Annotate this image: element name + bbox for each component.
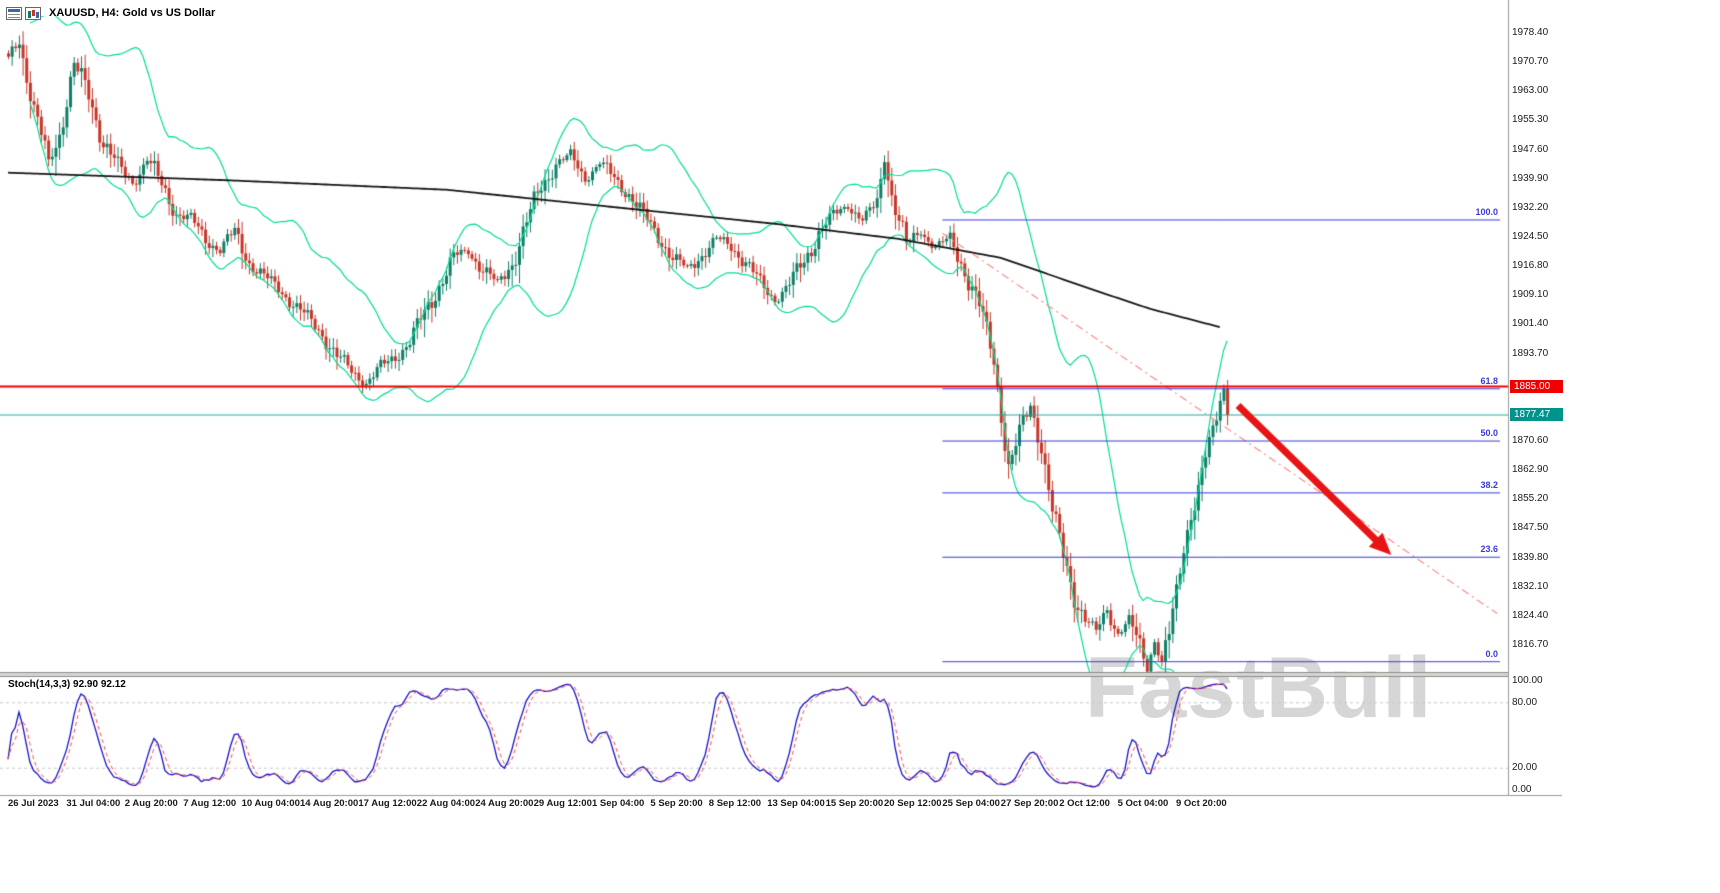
time-tick-label: 5 Oct 04:00 bbox=[1117, 798, 1169, 809]
chart-title-bar: XAUUSD, H4: Gold vs US Dollar bbox=[6, 5, 215, 21]
price-badge-current: 1877.47 bbox=[1510, 408, 1563, 422]
time-tick-label: 31 Jul 04:00 bbox=[66, 798, 121, 809]
time-tick-label: 7 Aug 12:00 bbox=[183, 798, 237, 809]
price-tick-label: 1963.00 bbox=[1512, 85, 1549, 97]
price-tick-label: 1824.40 bbox=[1512, 609, 1549, 621]
time-tick-label: 24 Aug 20:00 bbox=[475, 798, 534, 809]
price-tick-label: 1978.40 bbox=[1512, 27, 1549, 38]
time-tick-label: 20 Sep 12:00 bbox=[884, 798, 942, 809]
price-tick-label: 1924.50 bbox=[1512, 231, 1549, 242]
price-tick-label: 1916.80 bbox=[1512, 260, 1549, 272]
time-tick-label: 8 Sep 12:00 bbox=[708, 798, 762, 809]
stoch-tick-label: 0.00 bbox=[1512, 784, 1532, 795]
time-tick-label: 2 Oct 12:00 bbox=[1059, 798, 1110, 809]
price-tick-label: 1909.10 bbox=[1512, 289, 1549, 301]
time-tick-label: 2 Aug 20:00 bbox=[124, 798, 178, 809]
price-tick-label: 1839.80 bbox=[1512, 551, 1549, 563]
price-tick-label: 1970.70 bbox=[1512, 56, 1549, 68]
stoch-tick-label: 100.00 bbox=[1512, 675, 1543, 686]
fib-level-label: 100.0 bbox=[1475, 206, 1498, 217]
fib-level-label: 61.8 bbox=[1480, 375, 1498, 386]
time-tick-label: 29 Aug 12:00 bbox=[533, 798, 592, 809]
price-tick-label: 1855.20 bbox=[1512, 493, 1549, 505]
time-tick-label: 17 Aug 12:00 bbox=[358, 798, 417, 809]
price-tick-label: 1816.70 bbox=[1512, 639, 1549, 651]
stoch-tick-label: 80.00 bbox=[1512, 696, 1538, 708]
price-tick-label: 1893.70 bbox=[1512, 347, 1549, 359]
chart-title: XAUUSD, H4: Gold vs US Dollar bbox=[49, 7, 216, 19]
time-tick-label: 13 Sep 04:00 bbox=[767, 798, 825, 809]
time-tick-label: 27 Sep 20:00 bbox=[1000, 798, 1059, 809]
time-tick-label: 22 Aug 04:00 bbox=[416, 798, 476, 809]
price-tick-label: 1870.60 bbox=[1512, 435, 1549, 447]
price-tick-label: 1947.60 bbox=[1512, 143, 1549, 155]
price-tick-label: 1862.90 bbox=[1512, 464, 1549, 476]
price-tick-label: 1901.40 bbox=[1512, 318, 1549, 330]
price-tick-label: 1932.20 bbox=[1512, 201, 1549, 213]
price-tick-label: 1847.50 bbox=[1512, 522, 1549, 534]
time-tick-label: 26 Jul 2023 bbox=[8, 798, 59, 809]
time-tick-label: 14 Aug 20:00 bbox=[300, 798, 359, 809]
price-tick-label: 1939.90 bbox=[1512, 172, 1549, 184]
fib-level-label: 38.2 bbox=[1480, 479, 1498, 490]
time-tick-label: 15 Sep 20:00 bbox=[825, 798, 884, 809]
price-tick-label: 1955.30 bbox=[1512, 114, 1549, 126]
stoch-tick-label: 20.00 bbox=[1512, 762, 1538, 774]
time-tick-label: 25 Sep 04:00 bbox=[942, 798, 1000, 809]
stochastic-indicator-label: Stoch(14,3,3) 92.90 92.12 bbox=[8, 679, 126, 690]
price-tick-label: 1832.10 bbox=[1512, 580, 1549, 592]
time-tick-label: 9 Oct 20:00 bbox=[1176, 798, 1227, 809]
quotes-panel-icon[interactable] bbox=[6, 6, 22, 20]
time-tick-label: 1 Sep 04:00 bbox=[592, 798, 645, 809]
chart-type-icon[interactable] bbox=[25, 6, 41, 20]
fib-level-label: 23.6 bbox=[1480, 544, 1498, 555]
time-tick-label: 5 Sep 20:00 bbox=[650, 798, 703, 809]
fib-level-label: 0.0 bbox=[1485, 648, 1498, 659]
fib-level-label: 50.0 bbox=[1480, 428, 1498, 439]
price-badge-resistance: 1885.00 bbox=[1510, 379, 1563, 393]
time-tick-label: 10 Aug 04:00 bbox=[241, 798, 300, 809]
